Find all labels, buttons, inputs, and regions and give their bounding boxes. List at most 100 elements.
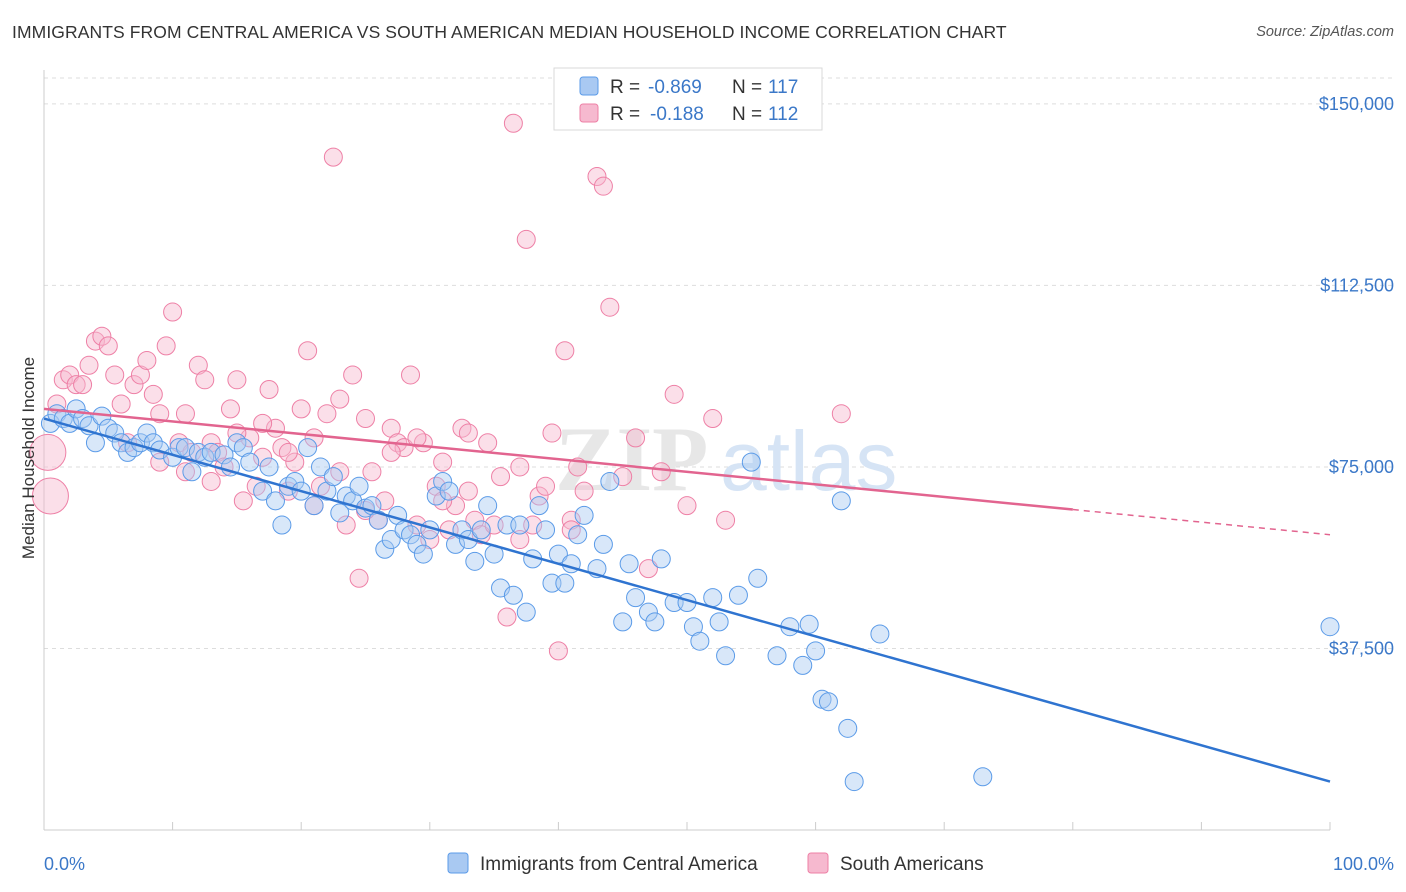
point-central-america-29 xyxy=(240,452,260,472)
point-central-america-20 xyxy=(175,438,195,458)
legend-box: R = -0.869 N = 117 R = -0.188 N = 112 xyxy=(553,67,823,131)
point-central-america-39 xyxy=(310,457,330,477)
point-south-americans-93 xyxy=(677,496,697,516)
bottom-legend-swatch-south-americans xyxy=(807,852,829,874)
point-central-america-21 xyxy=(182,462,202,482)
point-central-america-32 xyxy=(265,491,285,511)
point-central-america-106 xyxy=(818,692,838,712)
legend-n-label-2: N = xyxy=(732,104,762,125)
point-central-america-89 xyxy=(651,549,671,569)
point-south-americans-78 xyxy=(536,476,556,496)
point-central-america-84 xyxy=(613,612,633,632)
bottom-legend-swatch-central-america xyxy=(447,852,469,874)
point-south-americans-9 xyxy=(92,326,112,346)
bottom-legend-label-south-americans: South Americans xyxy=(840,854,984,875)
point-south-americans-95 xyxy=(716,510,736,530)
point-south-americans-41 xyxy=(298,341,318,361)
legend-r-label-2: R = xyxy=(610,104,640,125)
point-south-americans-17 xyxy=(143,384,163,404)
legend-n-value-1: 117 xyxy=(768,77,798,98)
point-south-americans-68 xyxy=(471,525,491,545)
axes xyxy=(43,70,1331,831)
point-central-america-42 xyxy=(330,503,350,523)
trend-line-1 xyxy=(43,407,1073,511)
y-tick-label-1: $75,000 xyxy=(1329,457,1394,477)
point-south-americans-110 xyxy=(510,530,530,550)
point-south-americans-92 xyxy=(664,384,684,404)
point-central-america-96 xyxy=(716,646,736,666)
watermark-zip: ZIP xyxy=(555,408,708,510)
point-south-americans-20 xyxy=(163,302,183,322)
point-central-america-99 xyxy=(748,568,768,588)
point-south-americans-4 xyxy=(60,365,80,385)
point-south-americans-19 xyxy=(156,336,176,356)
point-south-americans-8 xyxy=(85,331,105,351)
point-central-america-25 xyxy=(214,445,234,465)
point-south-americans-98 xyxy=(175,462,195,482)
point-south-americans-29 xyxy=(220,399,240,419)
legend-swatch-central-america xyxy=(579,76,599,96)
point-south-americans-53 xyxy=(375,491,395,511)
point-south-americans-82 xyxy=(561,510,581,530)
point-south-americans-80 xyxy=(548,641,568,661)
y-tick-labels: $37,500 $75,000 $112,500 $150,000 xyxy=(1319,94,1394,659)
point-central-america-38 xyxy=(304,496,324,516)
trend-line-0 xyxy=(43,417,1331,783)
point-south-americans-10 xyxy=(98,336,118,356)
point-south-americans-81 xyxy=(555,341,575,361)
y-tick-label-3: $150,000 xyxy=(1319,94,1394,114)
point-south-americans-15 xyxy=(130,365,150,385)
point-south-americans-48 xyxy=(343,365,363,385)
point-south-americans-1 xyxy=(31,477,69,515)
point-south-americans-104 xyxy=(330,462,350,482)
point-south-americans-107 xyxy=(407,428,427,448)
point-south-americans-90 xyxy=(638,559,658,579)
point-central-america-28 xyxy=(233,438,253,458)
point-south-americans-101 xyxy=(253,413,273,433)
point-central-america-83 xyxy=(600,471,620,491)
point-central-america-41 xyxy=(323,467,343,487)
point-south-americans-103 xyxy=(304,428,324,448)
point-south-americans-94 xyxy=(703,409,723,429)
legend-n-value-2: 112 xyxy=(768,104,798,125)
point-south-americans-106 xyxy=(381,442,401,462)
point-south-americans-18 xyxy=(150,404,170,424)
point-south-americans-79 xyxy=(542,423,562,443)
point-south-americans-87 xyxy=(600,297,620,317)
point-central-america-58 xyxy=(433,471,453,491)
point-south-americans-61 xyxy=(426,476,446,496)
point-central-america-95 xyxy=(709,612,729,632)
point-south-americans-60 xyxy=(420,530,440,550)
point-south-americans-96 xyxy=(831,404,851,424)
point-south-americans-35 xyxy=(259,379,279,399)
point-south-americans-50 xyxy=(356,409,375,429)
point-south-americans-57 xyxy=(401,365,421,385)
point-south-americans-72 xyxy=(497,607,517,627)
point-south-americans-25 xyxy=(195,370,215,390)
point-south-americans-109 xyxy=(458,481,478,501)
chart-source: Source: ZipAtlas.com xyxy=(1256,24,1394,40)
legend-r-label-1: R = xyxy=(610,77,640,98)
point-south-americans-7 xyxy=(79,355,99,375)
point-south-americans-49 xyxy=(349,568,369,588)
point-central-america-98 xyxy=(741,452,761,472)
legend-r-value-2: -0.188 xyxy=(650,104,704,125)
point-south-americans-111 xyxy=(561,520,581,540)
point-south-americans-5 xyxy=(66,375,86,395)
point-south-americans-74 xyxy=(510,457,530,477)
point-central-america-64 xyxy=(471,520,491,540)
point-south-americans-89 xyxy=(626,428,646,448)
point-central-america-71 xyxy=(516,602,536,622)
point-central-america-73 xyxy=(529,496,549,516)
point-central-america-111 xyxy=(973,767,993,787)
point-south-americans-51 xyxy=(362,462,382,482)
point-central-america-57 xyxy=(426,486,446,506)
point-south-americans-11 xyxy=(105,365,125,385)
legend-swatch-south-americans xyxy=(579,103,599,123)
point-central-america-40 xyxy=(317,481,337,501)
point-south-americans-66 xyxy=(458,423,478,443)
point-south-americans-3 xyxy=(53,370,73,390)
x-tick-label-right: 100.0% xyxy=(1333,854,1394,874)
point-central-america-109 xyxy=(844,772,864,792)
point-south-americans-46 xyxy=(330,389,350,409)
